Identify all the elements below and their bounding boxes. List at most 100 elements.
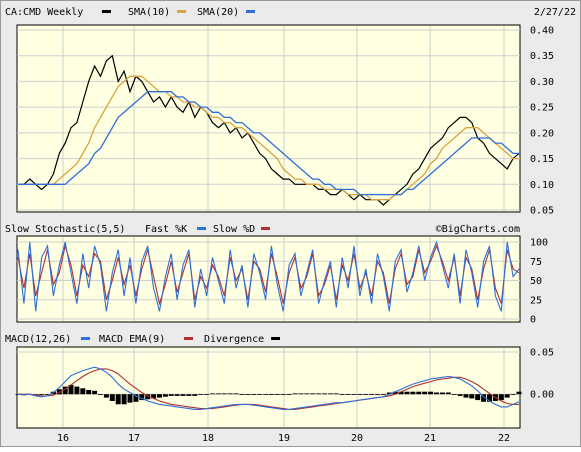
divergence-bar [481, 394, 487, 402]
divergence-bar [339, 394, 345, 395]
stoch-y-tick-3: 25 [530, 295, 542, 306]
divergence-bar [162, 394, 168, 397]
divergence-bar [510, 394, 516, 395]
macd-line [17, 366, 520, 410]
sma20-line [18, 91, 519, 196]
divergence-bar [363, 394, 369, 395]
divergence-bar [186, 394, 192, 396]
divergence-bar [310, 393, 316, 395]
x-tick-18: 18 [202, 433, 214, 444]
divergence-bar [80, 388, 86, 395]
divergence-bar [86, 390, 92, 395]
divergence-bar [304, 393, 310, 395]
divergence-bar [68, 384, 74, 395]
divergence-bar [422, 391, 428, 395]
x-tick-17: 17 [128, 433, 140, 444]
divergence-bar [56, 389, 62, 395]
divergence-bar [357, 394, 363, 395]
divergence-bar [333, 393, 339, 395]
price-legend-sma20: SMA(20) [197, 7, 239, 18]
macd-panel [16, 346, 521, 429]
divergence-bar [39, 394, 45, 395]
divergence-bar [268, 394, 274, 395]
divergence-bar [316, 393, 322, 395]
divergence-bar [133, 394, 139, 402]
divergence-bar [516, 391, 522, 395]
stoch-legend-d: Slow %D [213, 224, 255, 235]
divergence-bar [145, 394, 151, 400]
divergence-bar [404, 391, 410, 395]
divergence-bar [151, 394, 157, 399]
divergence-bar [286, 394, 292, 395]
x-axis-labels: 16 17 18 19 20 21 22 [57, 433, 510, 444]
sma10-line [18, 75, 519, 201]
stoch-legend-d-swatch [261, 227, 270, 230]
divergence-bar [98, 394, 103, 395]
x-tick-20: 20 [351, 433, 363, 444]
price-y-tick-6: 0.10 [530, 180, 554, 191]
divergence-bar [215, 393, 221, 395]
stoch-y-tick-2: 50 [530, 276, 542, 287]
divergence-bar [192, 394, 198, 396]
divergence-bar [210, 393, 215, 395]
divergence-bar [157, 394, 162, 398]
divergence-bar [127, 394, 133, 403]
stoch-legend-k: Fast %K [145, 224, 187, 235]
stochastic-panel [16, 235, 521, 323]
macd-legend-ema-swatch [184, 337, 193, 340]
price-legend-sma10: SMA(10) [128, 7, 170, 18]
divergence-bar [439, 392, 445, 395]
price-legend-ticker-swatch [102, 10, 111, 13]
divergence-bar [245, 394, 251, 395]
x-tick-19: 19 [278, 433, 290, 444]
price-y-tick-7: 0.05 [530, 206, 554, 217]
divergence-bar [121, 394, 127, 405]
divergence-bar [386, 392, 392, 395]
price-y-axis: 0.40 0.35 0.30 0.25 0.20 0.15 0.10 0.05 [530, 26, 554, 217]
price-y-tick-1: 0.35 [530, 51, 554, 62]
divergence-bar [233, 393, 239, 395]
divergence-bar [298, 393, 304, 395]
divergence-bar [380, 394, 386, 395]
macd-y-axis: 0.05 0.00 [530, 348, 554, 401]
divergence-bar [457, 394, 463, 396]
stoch-legend-title: Slow Stochastic(5,5) [5, 224, 125, 235]
macd-legend-title: MACD(12,26) [5, 334, 71, 345]
divergence-bar [168, 394, 174, 396]
price-gridlines [17, 26, 520, 211]
price-legend-sma20-swatch [246, 10, 255, 13]
divergence-bar [392, 391, 398, 395]
divergence-bar [475, 394, 481, 401]
divergence-bar [416, 391, 422, 395]
stoch-k-line [17, 240, 520, 312]
macd-legend-swatch [81, 337, 90, 340]
divergence-bar [469, 394, 475, 399]
divergence-bar [410, 391, 416, 395]
divergence-bar [239, 394, 245, 395]
stoch-y-axis: 100 75 50 25 0 [530, 238, 548, 326]
divergence-bar [445, 392, 451, 395]
divergence-bar [369, 394, 375, 395]
divergence-bar [227, 393, 233, 395]
price-y-tick-0: 0.40 [530, 26, 554, 37]
divergence-bar [498, 394, 504, 401]
divergence-bar [375, 394, 380, 395]
divergence-bar [263, 394, 269, 395]
divergence-bar [351, 394, 357, 395]
macd-legend-divergence-swatch [271, 337, 280, 340]
divergence-bar [139, 394, 145, 401]
price-legend-sma10-swatch [177, 10, 186, 13]
chart-date: 2/27/22 [534, 7, 576, 18]
price-legend-ticker: CA:CMD Weekly [5, 7, 83, 18]
divergence-bar [398, 391, 404, 395]
divergence-bar [221, 393, 227, 395]
divergence-bar [280, 394, 286, 395]
divergence-bar [463, 394, 469, 398]
divergence-bar [327, 393, 333, 395]
divergence-bar [109, 394, 115, 401]
x-tick-21: 21 [424, 433, 436, 444]
divergence-bar [451, 394, 457, 395]
divergence-bar [504, 394, 510, 398]
stoch-y-tick-4: 0 [530, 315, 536, 326]
